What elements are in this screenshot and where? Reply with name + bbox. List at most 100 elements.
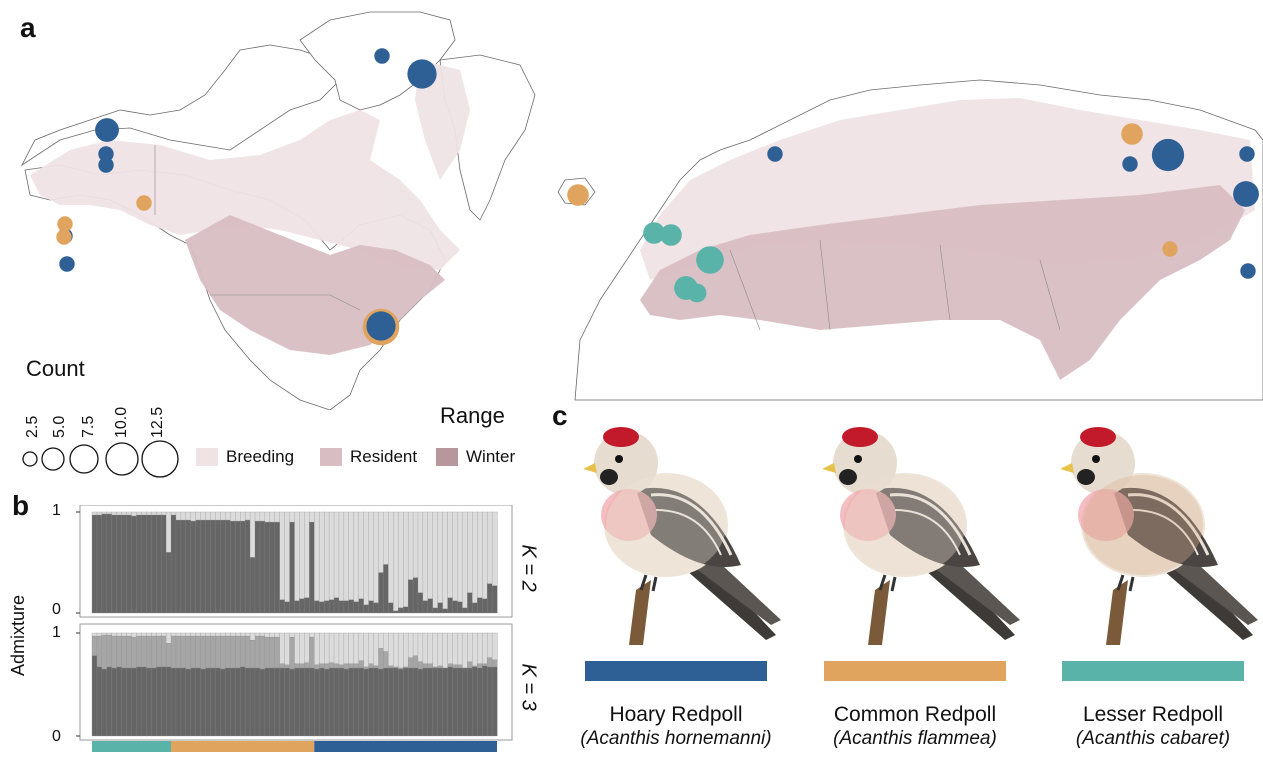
country-borders xyxy=(154,145,1061,331)
k3-bar-dark xyxy=(185,668,192,737)
count-label: 7.5 xyxy=(80,415,97,438)
k3-bar-mid xyxy=(457,664,463,669)
k3-bar-dark xyxy=(235,667,241,737)
k3-bar-mid xyxy=(180,635,187,669)
k3-bar-light xyxy=(136,632,142,637)
k3-bar-mid xyxy=(294,663,300,669)
k3-bar-dark xyxy=(151,667,157,737)
k3-bar-mid xyxy=(264,636,271,669)
k2-bar-light xyxy=(121,511,128,516)
k3-bar-light xyxy=(165,632,172,644)
k3-bar-mid xyxy=(170,635,177,669)
k2-bar-dark xyxy=(215,519,221,614)
k3-bar-mid xyxy=(393,666,399,669)
winter-label: Winter xyxy=(466,447,516,466)
sample-point xyxy=(57,216,73,232)
k2-bar-dark xyxy=(200,519,207,614)
k3-bar-dark xyxy=(328,667,335,737)
k2-bar-dark xyxy=(195,519,202,614)
sample-point xyxy=(407,59,437,89)
k3-bar-mid xyxy=(136,635,142,668)
species-group-segment xyxy=(171,741,315,752)
species-color-bar xyxy=(585,661,767,681)
k3-bar-mid xyxy=(328,662,335,669)
k2-label-text: K = 2 xyxy=(517,544,540,592)
sample-point xyxy=(56,229,72,245)
k2-tick-bottom: 0 xyxy=(52,601,61,618)
k3-bar-dark xyxy=(126,667,132,737)
k3-bar-dark xyxy=(180,667,187,737)
k2-bar-light xyxy=(314,511,320,602)
k2-bar-light xyxy=(373,511,379,604)
k3-bar-dark xyxy=(412,667,419,737)
k3-bar-light xyxy=(254,632,261,637)
k2-bar-dark xyxy=(452,600,458,614)
k3-tick-top: 1 xyxy=(52,624,61,641)
k3-bar-dark xyxy=(136,666,142,737)
k2-bar-light xyxy=(368,511,374,602)
k3-bar-mid xyxy=(235,635,241,669)
k2-bar-dark xyxy=(477,597,483,614)
sample-point xyxy=(1240,263,1256,279)
k3-bar-light xyxy=(417,632,424,662)
k2-bar-dark xyxy=(437,602,444,614)
range-legend-item-winter: Winter xyxy=(436,447,515,467)
k3-bar-mid xyxy=(323,663,330,670)
k2-bar-dark xyxy=(383,564,389,614)
k3-bar-dark xyxy=(442,667,449,737)
k2-bar-dark xyxy=(491,585,498,614)
k2-bar-light xyxy=(195,511,202,521)
k2-bar-dark xyxy=(294,600,300,614)
k2-bar-dark xyxy=(417,592,424,614)
k3-bar-light xyxy=(378,632,384,649)
k3-bar-light xyxy=(338,632,345,666)
k2-bar-light xyxy=(309,511,315,523)
breeding-swatch xyxy=(196,448,218,466)
k2-bar-light xyxy=(264,511,271,523)
k2-bar-dark xyxy=(220,519,226,614)
k2-bar-dark xyxy=(225,519,231,614)
k3-bar-light xyxy=(106,632,113,636)
k2-bar-dark xyxy=(432,607,439,614)
k3-bar-mid xyxy=(269,636,276,669)
k2-bar-dark xyxy=(422,600,429,614)
k3-bar-mid xyxy=(111,635,118,669)
k3-bar-dark xyxy=(254,667,261,737)
sample-points xyxy=(56,48,1259,346)
k3-bar-light xyxy=(482,632,488,665)
k3-bar-dark xyxy=(398,668,404,737)
k3-bar-mid xyxy=(373,665,379,669)
k2-bar-dark xyxy=(284,601,291,614)
range-map xyxy=(20,11,1263,410)
k3-bar-light xyxy=(309,632,315,638)
admixture-ylabel: Admixture xyxy=(8,594,28,676)
k2-bar-light xyxy=(225,511,231,521)
sample-point xyxy=(767,146,783,162)
k3-bar-dark xyxy=(225,667,231,737)
k3-bar-mid xyxy=(304,662,310,669)
k3-bar-light xyxy=(151,632,157,637)
k3-bar-light xyxy=(333,632,340,665)
k3-bar-light xyxy=(373,632,379,667)
k3-bar-dark xyxy=(383,667,389,737)
k3-bar-mid xyxy=(358,660,365,669)
k3-bar-dark xyxy=(146,667,152,737)
sample-point xyxy=(95,118,119,142)
k2-bar-light xyxy=(101,511,108,515)
k2-bar-dark xyxy=(472,602,478,614)
k3-label-text: K = 3 xyxy=(517,663,540,711)
k3-bar-mid xyxy=(407,657,414,669)
k3-bar-mid xyxy=(205,635,211,669)
winter-swatch xyxy=(436,448,458,466)
k3-bar-mid xyxy=(491,659,498,668)
panel-label-b: b xyxy=(12,490,30,521)
k3-bar-light xyxy=(185,632,192,637)
k2-bar-dark xyxy=(393,610,399,614)
k2-bar-light xyxy=(254,511,261,522)
species-group-bar xyxy=(92,741,497,752)
k3-bar-light xyxy=(447,632,453,665)
k3-bar-light xyxy=(328,632,335,664)
k2-bar-dark xyxy=(126,514,132,614)
k3-bar-dark xyxy=(299,667,305,737)
k3-bar-light xyxy=(398,632,404,669)
